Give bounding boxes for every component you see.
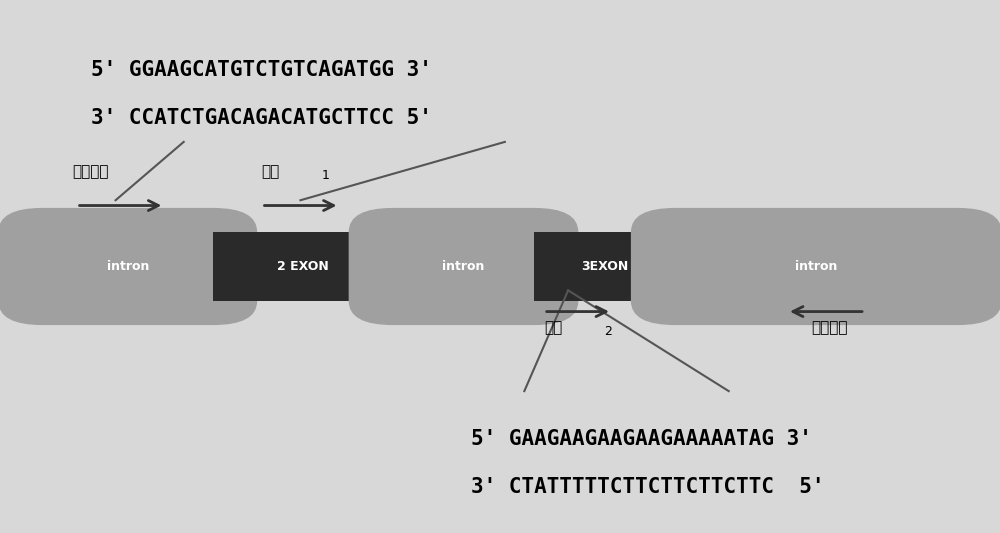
Text: 靶点: 靶点	[262, 164, 280, 179]
Text: intron: intron	[442, 260, 485, 273]
Text: 5' GAAGAAGAAGAAGAAAAATAG 3': 5' GAAGAAGAAGAAGAAAAATAG 3'	[471, 429, 812, 449]
FancyBboxPatch shape	[349, 208, 578, 325]
FancyBboxPatch shape	[0, 208, 257, 325]
Text: 2 EXON: 2 EXON	[277, 260, 329, 273]
FancyBboxPatch shape	[631, 208, 1000, 325]
Bar	[534, 232, 675, 301]
Text: 靶点: 靶点	[544, 320, 562, 335]
Bar	[213, 232, 393, 301]
Text: intron: intron	[795, 260, 837, 273]
Text: 下游引物: 下游引物	[811, 320, 848, 335]
Text: intron: intron	[107, 260, 149, 273]
Text: 2: 2	[604, 325, 612, 338]
Text: 3' CCATCTGACAGACATGCTTCC 5': 3' CCATCTGACAGACATGCTTCC 5'	[91, 108, 432, 128]
Text: 3EXON: 3EXON	[581, 260, 628, 273]
Text: 5' GGAAGCATGTCTGTCAGATGG 3': 5' GGAAGCATGTCTGTCAGATGG 3'	[91, 60, 432, 80]
Text: 上游引物: 上游引物	[72, 164, 108, 179]
Text: 3' CTATTTTTCTTCTTCTTCTTC  5': 3' CTATTTTTCTTCTTCTTCTTC 5'	[471, 477, 824, 497]
Text: 1: 1	[322, 168, 330, 182]
